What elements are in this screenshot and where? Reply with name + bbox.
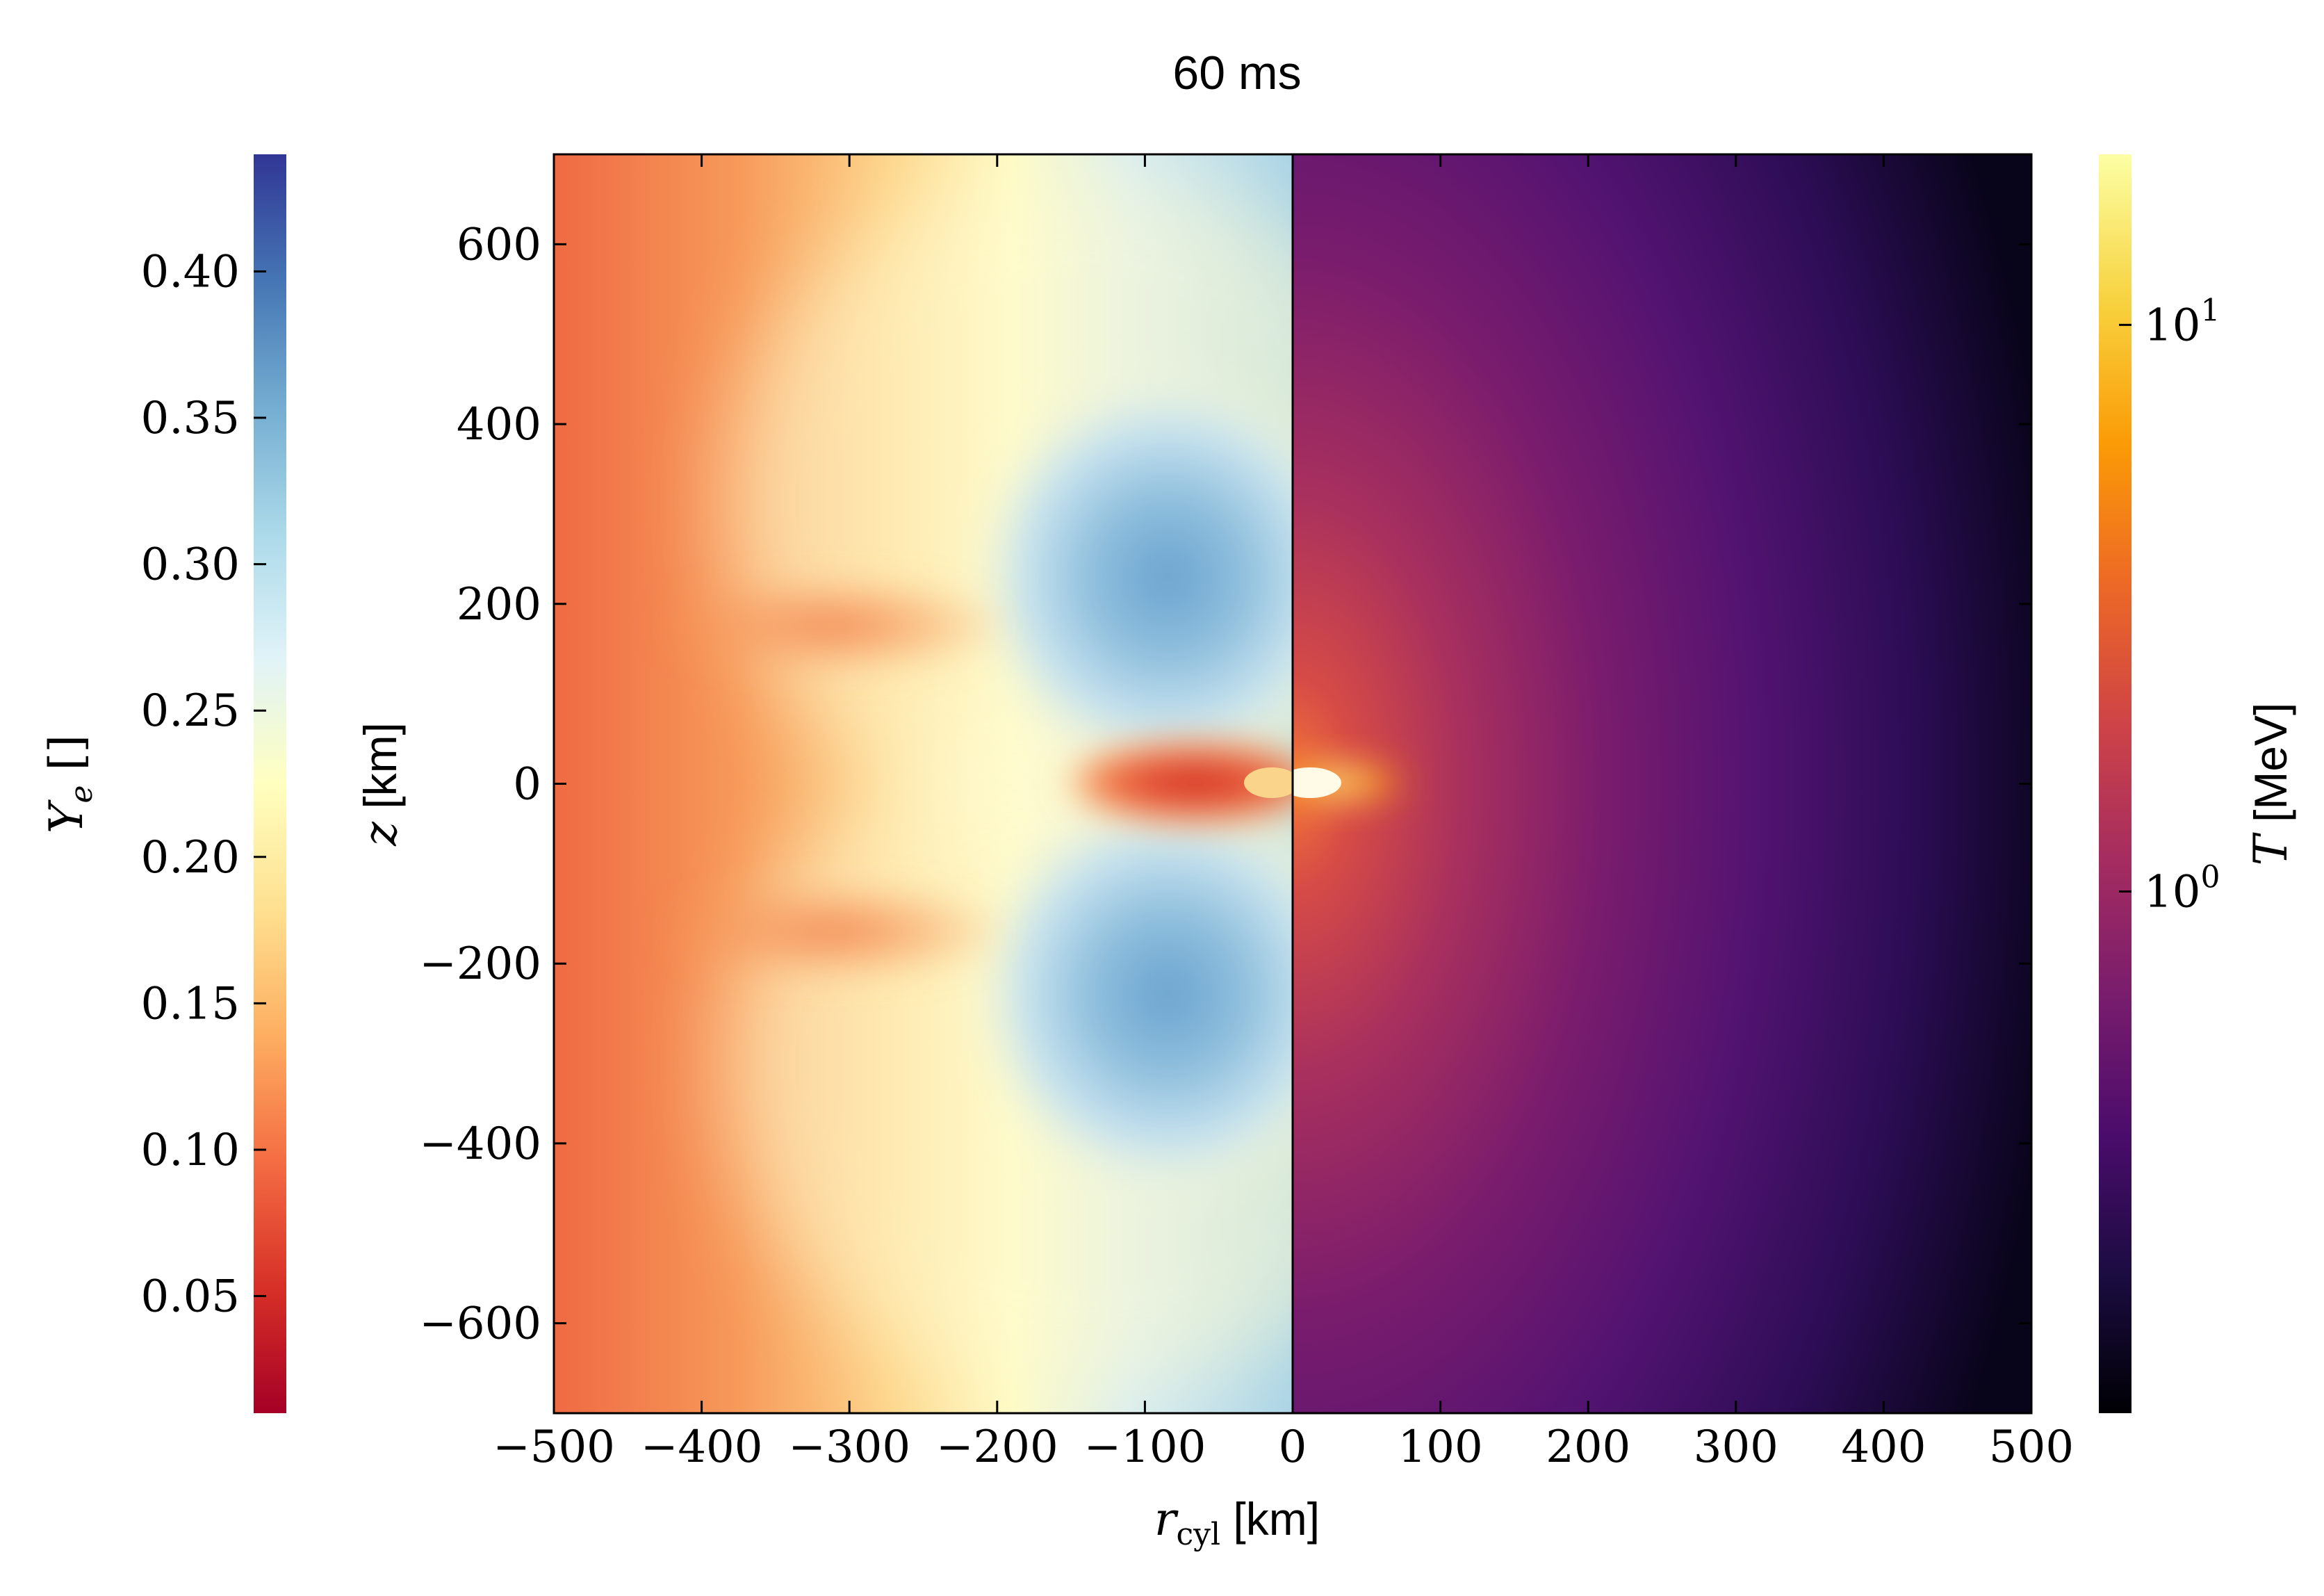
temperature-field	[1293, 154, 2031, 1413]
ye-colorbar-tick-label: 0.20	[141, 832, 240, 883]
ye-colorbar-tick-label: 0.10	[141, 1125, 240, 1176]
ye-field	[554, 154, 1293, 1413]
chart-title: 60 ms	[1172, 47, 1301, 99]
ye-colorbar-tick-label: 0.25	[141, 685, 240, 737]
y-tick-label: 400	[457, 399, 541, 450]
temperature-colorbar-tick-label: 100	[2144, 859, 2220, 918]
ye-colorbar: 0.05 0.10 0.15 0.20 0.25 0.30 0.35 0.40	[141, 154, 286, 1413]
x-tick-label: 300	[1694, 1422, 1778, 1473]
ye-colorbar-tick-label: 0.35	[141, 393, 240, 444]
temperature-colorbar-tick-label: 101	[2144, 293, 2220, 351]
y-tick-label: −400	[419, 1118, 541, 1170]
ye-colorbar-label: Ye []	[40, 735, 99, 833]
x-tick-label: 400	[1841, 1422, 1926, 1473]
ye-colorbar-tick-label: 0.05	[141, 1271, 240, 1323]
ye-colorbar-tick-label: 0.40	[141, 246, 240, 298]
ye-colorbar-tick-label: 0.30	[141, 539, 240, 591]
ye-colorbar-tick-label: 0.15	[141, 978, 240, 1029]
y-tick-label: 200	[457, 579, 541, 630]
temperature-colorbar: 100 101	[2099, 154, 2220, 1413]
x-tick-label: −200	[936, 1422, 1058, 1473]
x-tick-label: 500	[1989, 1422, 2074, 1473]
x-tick-label: −500	[493, 1422, 615, 1473]
y-tick-label: −200	[419, 938, 541, 990]
x-tick-label: 0	[1279, 1422, 1307, 1473]
y-tick-label: 0	[513, 759, 541, 811]
x-axis-ticks: −500 −400 −300 −200 −100 0 100 200 300 400 500	[493, 154, 2074, 1473]
x-tick-label: 200	[1546, 1422, 1630, 1473]
temperature-colorbar-ticks: 100 101	[2119, 293, 2220, 918]
y-axis-ticks: 600 400 200 0 −200 −400 −600	[419, 219, 2031, 1350]
temperature-colorbar-label: T [MeV]	[2244, 703, 2298, 866]
y-tick-label: −600	[419, 1298, 541, 1350]
x-tick-label: −300	[788, 1422, 910, 1473]
y-axis-label: z [km]	[354, 722, 407, 847]
x-tick-label: −100	[1084, 1422, 1206, 1473]
y-tick-label: 600	[457, 219, 541, 270]
x-tick-label: 100	[1398, 1422, 1483, 1473]
ye-colorbar-ticks: 0.05 0.10 0.15 0.20 0.25 0.30 0.35 0.40	[141, 246, 266, 1323]
x-axis-label: rcyl [km]	[1154, 1492, 1320, 1552]
x-tick-label: −400	[641, 1422, 763, 1473]
